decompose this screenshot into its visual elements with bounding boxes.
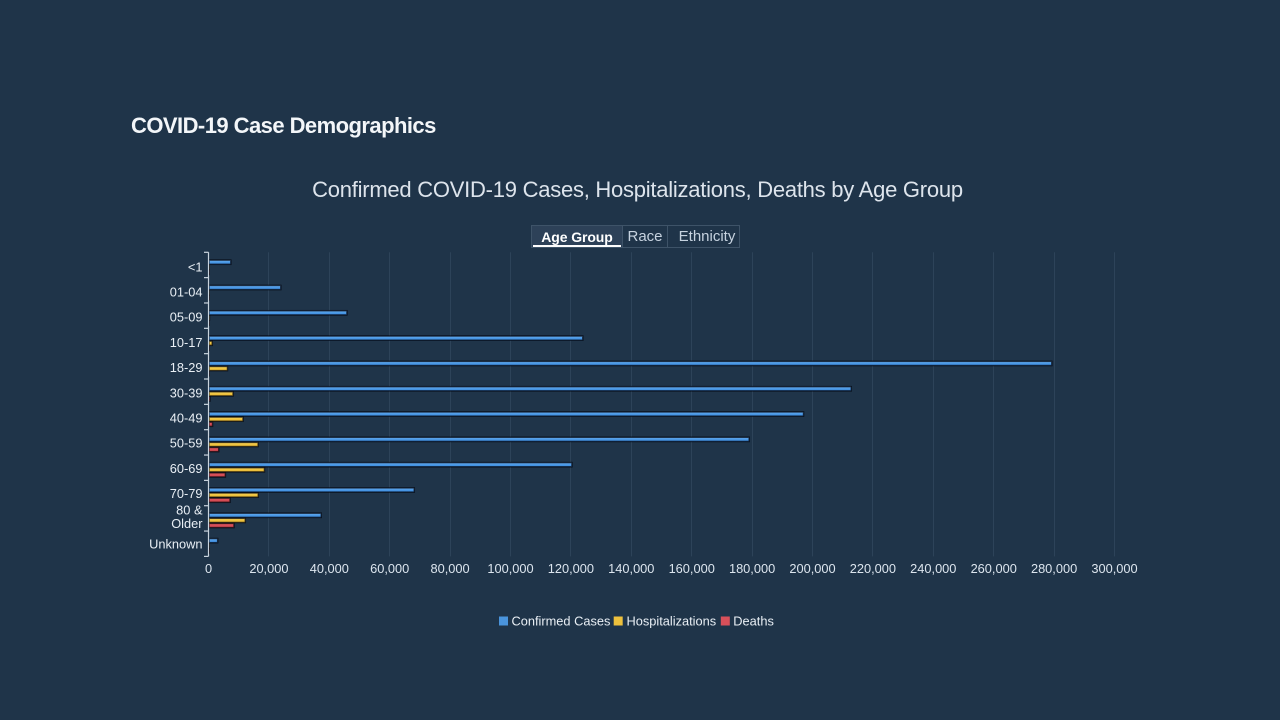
svg-text:0: 0: [205, 561, 212, 576]
svg-text:Older: Older: [171, 516, 203, 531]
svg-text:300,000: 300,000: [1091, 561, 1137, 576]
svg-text:20,000: 20,000: [249, 561, 288, 576]
svg-text:18-29: 18-29: [170, 360, 203, 375]
svg-text:40-49: 40-49: [170, 411, 203, 426]
svg-text:40,000: 40,000: [310, 561, 349, 576]
svg-text:80 &: 80 &: [176, 503, 203, 518]
svg-text:01-04: 01-04: [170, 285, 203, 300]
svg-text:100,000: 100,000: [487, 561, 533, 576]
svg-text:Confirmed Cases: Confirmed Cases: [512, 613, 611, 628]
svg-text:200,000: 200,000: [789, 561, 835, 576]
svg-text:Unknown: Unknown: [149, 537, 202, 552]
svg-text:60-69: 60-69: [170, 461, 203, 476]
svg-text:10-17: 10-17: [170, 335, 203, 350]
svg-text:220,000: 220,000: [850, 561, 896, 576]
svg-text:Hospitalizations: Hospitalizations: [627, 613, 717, 628]
svg-text:120,000: 120,000: [548, 561, 594, 576]
svg-text:50-59: 50-59: [170, 436, 203, 451]
svg-text:180,000: 180,000: [729, 561, 775, 576]
svg-text:30-39: 30-39: [170, 385, 203, 400]
svg-text:260,000: 260,000: [971, 561, 1017, 576]
svg-text:160,000: 160,000: [669, 561, 715, 576]
svg-text:140,000: 140,000: [608, 561, 654, 576]
svg-text:80,000: 80,000: [431, 561, 470, 576]
svg-text:240,000: 240,000: [910, 561, 956, 576]
svg-text:60,000: 60,000: [370, 561, 409, 576]
svg-text:70-79: 70-79: [170, 486, 203, 501]
svg-text:280,000: 280,000: [1031, 561, 1077, 576]
svg-text:<1: <1: [188, 259, 203, 274]
svg-text:Deaths: Deaths: [733, 613, 774, 628]
svg-text:05-09: 05-09: [170, 310, 203, 325]
